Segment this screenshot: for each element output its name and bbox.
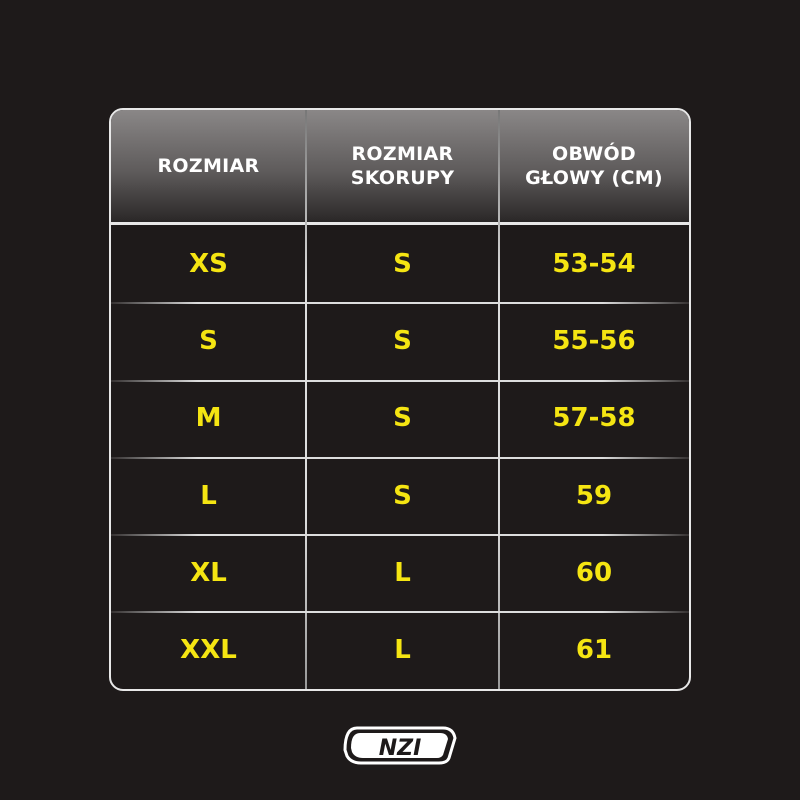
column-divider [305,110,307,689]
cell-head-circumference: 59 [575,480,613,511]
header-line: OBWÓD [552,143,636,165]
cell-size: XXL [180,635,237,666]
table-row: S S 55-56 [111,302,689,379]
table-row: XXL L 61 [111,611,689,688]
table-body: XS S 53-54 S S 55-56 M S 57-58 L S 59 XL L 60 XXL L 61 [111,225,689,689]
size-chart-table: ROZMIAR ROZMIAR SKORUPY OBWÓD GŁOWY (CM) X… [109,108,691,691]
svg-text:NZI: NZI [379,736,422,761]
table-header: ROZMIAR ROZMIAR SKORUPY OBWÓD GŁOWY (CM) [111,110,689,225]
cell-head-circumference: 55-56 [552,325,636,356]
table-row: XL L 60 [111,534,689,611]
cell-shell-size: S [393,403,412,434]
header-head-circumference: OBWÓD GŁOWY (CM) [499,110,689,222]
cell-head-circumference: 57-58 [552,403,636,434]
header-size-label: ROZMIAR [157,155,260,177]
header-shell-size: ROZMIAR SKORUPY [306,110,499,222]
cell-head-circumference: 53-54 [552,248,636,279]
table-row: L S 59 [111,456,689,534]
cell-shell-size: L [394,557,411,588]
cell-size: M [195,403,222,434]
cell-size: XL [190,557,227,588]
header-line: GŁOWY (CM) [525,167,663,189]
cell-shell-size: L [394,635,411,666]
cell-head-circumference: 60 [575,557,613,588]
table-row: XS S 53-54 [111,225,689,302]
cell-shell-size: S [393,325,412,356]
cell-shell-size: S [393,248,412,279]
header-size: ROZMIAR [111,110,306,222]
header-line: ROZMIAR [351,143,454,165]
column-divider [498,110,500,689]
cell-size: S [199,325,218,356]
cell-size: XS [189,248,228,279]
table-row: M S 57-58 [111,379,689,457]
nzi-logo: NZI [343,726,457,765]
cell-head-circumference: 61 [575,635,613,666]
header-line: SKORUPY [350,167,455,189]
cell-size: L [200,480,217,511]
cell-shell-size: S [393,480,412,511]
